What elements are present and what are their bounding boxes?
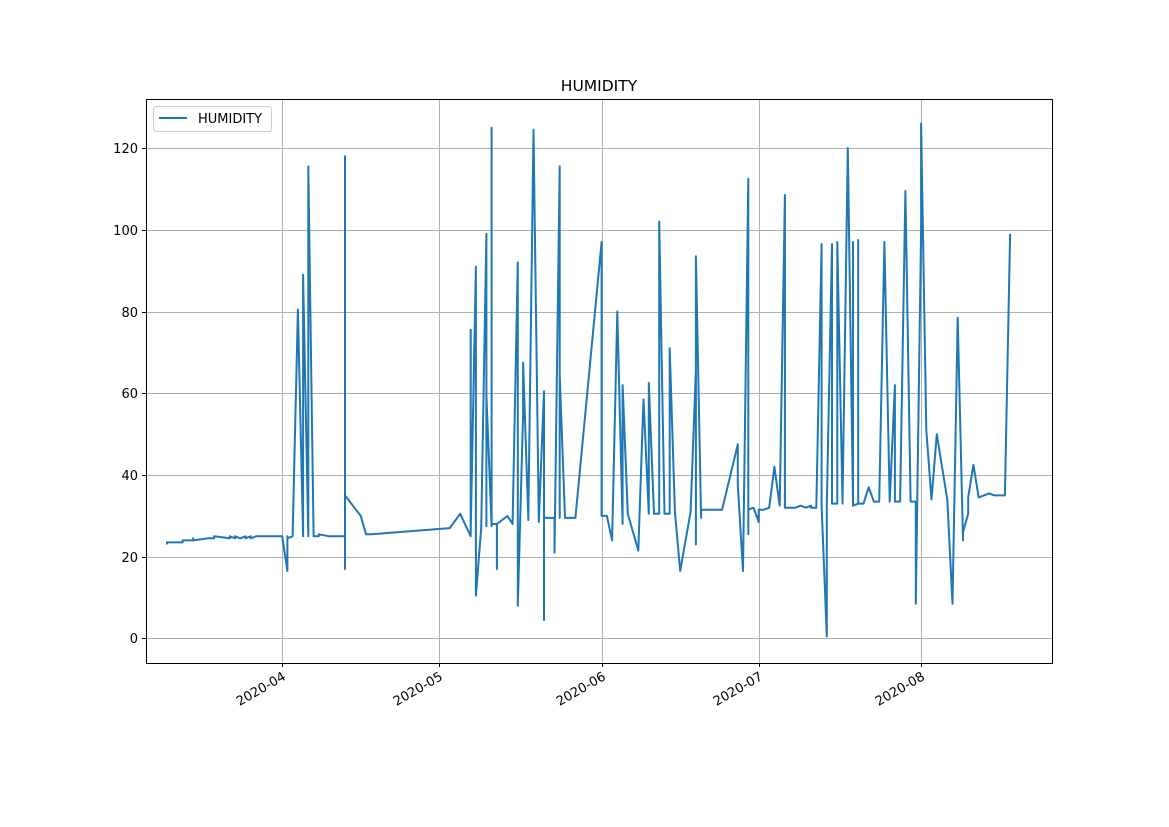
chart-title: HUMIDITY xyxy=(561,77,638,95)
plot-area xyxy=(165,122,1012,638)
x-tick-label: 2020-08 xyxy=(873,669,928,709)
y-tick-label: 120 xyxy=(113,142,138,157)
y-tick-label: 100 xyxy=(113,224,138,239)
series-line-humidity xyxy=(165,122,1012,638)
x-tick-label: 2020-06 xyxy=(554,669,609,709)
legend-label: HUMIDITY xyxy=(198,112,262,127)
x-tick-label: 2020-05 xyxy=(391,669,446,709)
y-tick-label: 40 xyxy=(121,469,138,484)
y-tick-label: 20 xyxy=(121,551,138,566)
y-tick-label: 0 xyxy=(130,632,138,647)
axis-ticks: 0 20 40 60 80 100 120 2020-04 2020-05 2020-06 2020… xyxy=(113,142,927,710)
x-tick-label: 2020-04 xyxy=(234,669,289,709)
y-tick-label: 80 xyxy=(121,306,138,321)
axes-frame xyxy=(146,99,1053,664)
legend-box xyxy=(153,106,272,132)
x-tick-label: 2020-07 xyxy=(711,669,766,709)
legend: HUMIDITY xyxy=(153,106,272,132)
y-tick-label: 60 xyxy=(121,387,138,402)
